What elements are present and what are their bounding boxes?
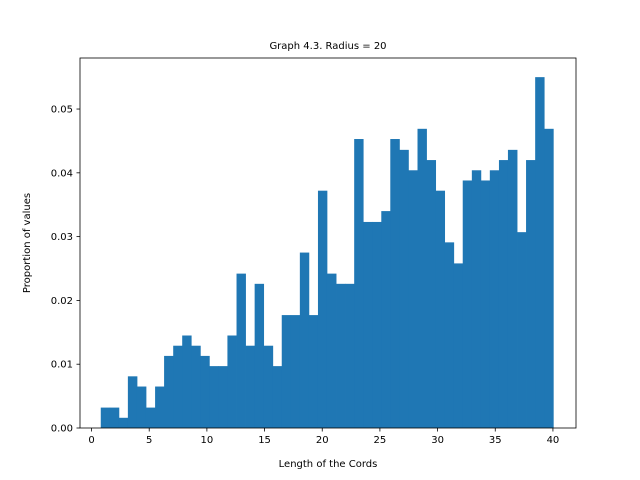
histogram-bar (471, 170, 482, 428)
histogram-bar (336, 283, 346, 428)
histogram-bar (408, 170, 418, 428)
histogram-bar (453, 263, 464, 428)
plot-frame (79, 57, 577, 429)
histogram-bar (272, 366, 283, 428)
x-tick-label: 5 (146, 435, 152, 446)
histogram-bar (236, 273, 246, 428)
histogram-bar (245, 345, 256, 428)
y-tick-label: 0.04 (51, 168, 73, 179)
histogram-bar (345, 283, 355, 428)
histogram-bar (480, 180, 491, 428)
histogram-bar (381, 211, 391, 428)
histogram-bar (363, 221, 373, 428)
histogram-bar (145, 407, 156, 428)
y-tick-label: 0.01 (51, 360, 73, 371)
histogram-bar (290, 315, 301, 428)
chart-title: Graph 4.3. Radius = 20 (269, 41, 386, 52)
x-tick-label: 25 (374, 435, 387, 446)
histogram-bar (417, 128, 427, 428)
histogram-bar (127, 376, 138, 428)
histogram-bar (263, 345, 274, 428)
histogram-bar (462, 180, 473, 428)
histogram-bar (498, 160, 509, 428)
histogram-bar (444, 242, 455, 428)
histogram-bar (489, 170, 500, 428)
histogram-bar (182, 335, 192, 428)
histogram-bar (281, 315, 292, 428)
histogram-bar (100, 407, 111, 428)
histogram-bar (426, 160, 437, 428)
x-axis-title: Length of the Cords (279, 459, 378, 470)
histogram-bar (209, 366, 219, 428)
histogram-bar (155, 386, 165, 428)
histogram-bar (227, 335, 237, 428)
y-tick-label: 0.00 (51, 424, 73, 435)
histogram-bar (507, 149, 518, 429)
histogram-bar (399, 149, 409, 429)
histogram-bar (173, 345, 183, 428)
x-axis-ticks: 0 5 10 15 20 25 30 35 40 (88, 428, 559, 446)
histogram-bar (390, 139, 400, 428)
histogram-bar (200, 355, 210, 428)
x-tick-label: 35 (489, 435, 502, 446)
histogram-bar (136, 386, 147, 428)
histogram-bar (308, 315, 319, 428)
histogram-bar (526, 160, 536, 428)
x-tick-label: 0 (88, 435, 94, 446)
x-tick-label: 15 (258, 435, 271, 446)
x-tick-label: 40 (547, 435, 560, 446)
histogram-bar (372, 221, 382, 428)
histogram-bar (164, 355, 174, 428)
histogram-bar (299, 252, 310, 428)
histogram-bar (326, 273, 337, 428)
histogram-bar (109, 407, 120, 428)
histogram-bar (218, 366, 228, 428)
y-axis-ticks: 0.00 0.01 0.02 0.03 0.04 0.05 (51, 105, 80, 435)
x-tick-label: 10 (201, 435, 214, 446)
histogram-bar (254, 283, 265, 428)
y-axis-title: Proportion of values (22, 193, 33, 293)
histogram-bar (191, 345, 201, 428)
histogram-bar (354, 139, 364, 428)
histogram-bar (435, 190, 446, 428)
y-tick-label: 0.03 (51, 232, 73, 243)
histogram-bar (544, 128, 554, 428)
histogram-bars (100, 77, 554, 429)
histogram-bar (517, 232, 527, 428)
histogram-bar (535, 77, 545, 428)
y-tick-label: 0.02 (51, 296, 73, 307)
y-tick-label: 0.05 (51, 105, 73, 116)
histogram-bar (118, 417, 129, 428)
x-tick-label: 20 (316, 435, 329, 446)
histogram-bar (317, 190, 328, 428)
x-tick-label: 30 (431, 435, 444, 446)
